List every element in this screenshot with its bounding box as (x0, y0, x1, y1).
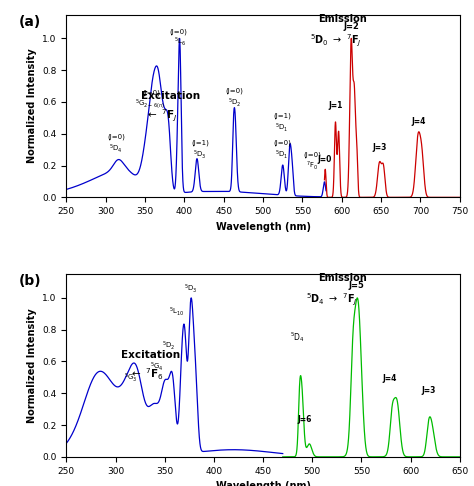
Text: (J=0): (J=0) (226, 87, 244, 94)
Text: Excitation: Excitation (121, 350, 181, 360)
Text: $^5$G$_3$: $^5$G$_3$ (125, 372, 138, 384)
Text: (a): (a) (19, 15, 41, 29)
Text: $^5$D$_2$: $^5$D$_2$ (228, 96, 241, 109)
Text: (J=0): (J=0) (107, 134, 125, 140)
Text: J=4: J=4 (411, 117, 425, 126)
Text: $^5$D$_3$: $^5$D$_3$ (193, 149, 207, 161)
Text: $^5$L$_6$: $^5$L$_6$ (173, 36, 186, 49)
Y-axis label: Normalized Intensity: Normalized Intensity (27, 49, 36, 163)
Text: J=3: J=3 (373, 143, 387, 152)
Text: $^5$D$_4$: $^5$D$_4$ (290, 330, 305, 345)
Text: (J=1): (J=1) (273, 113, 291, 120)
Text: Emission: Emission (318, 274, 367, 283)
Text: J=5: J=5 (348, 281, 365, 291)
Text: $^7$F$_0$: $^7$F$_0$ (306, 160, 318, 173)
Text: (J=0): (J=0) (142, 89, 160, 96)
Text: $^5$G$_{2-6(n)}$: $^5$G$_{2-6(n)}$ (135, 98, 164, 111)
Text: (J=0): (J=0) (303, 151, 321, 157)
Text: J=0: J=0 (317, 156, 332, 164)
Text: $^5$D$_0$ $\rightarrow$ $^7$F$_J$: $^5$D$_0$ $\rightarrow$ $^7$F$_J$ (310, 33, 362, 49)
X-axis label: Wavelength (nm): Wavelength (nm) (216, 222, 310, 232)
Text: J=3: J=3 (421, 386, 436, 395)
Text: (J=0): (J=0) (169, 29, 187, 35)
X-axis label: Wavelength (nm): Wavelength (nm) (216, 481, 310, 486)
Text: $\leftarrow$ $^7$F$_6$: $\leftarrow$ $^7$F$_6$ (129, 366, 164, 382)
Text: $^5$D$_1$: $^5$D$_1$ (275, 149, 289, 161)
Text: J=4: J=4 (383, 374, 397, 382)
Text: J=6: J=6 (297, 415, 311, 424)
Text: $^5$D$_1$: $^5$D$_1$ (275, 122, 289, 134)
Text: (J=0): (J=0) (273, 140, 291, 146)
Text: Emission: Emission (318, 14, 367, 24)
Text: $^5$G$_4$: $^5$G$_4$ (150, 361, 164, 373)
Text: $^5$D$_2$: $^5$D$_2$ (162, 340, 175, 352)
Y-axis label: Normalized Intensity: Normalized Intensity (27, 308, 36, 423)
Text: J=2: J=2 (343, 22, 359, 31)
Text: J=1: J=1 (328, 102, 343, 110)
Text: $^5$D$_3$: $^5$D$_3$ (183, 283, 197, 295)
Text: (J=1): (J=1) (191, 140, 209, 146)
Text: $^5$L$_{10}$: $^5$L$_{10}$ (169, 305, 184, 317)
Text: Excitation: Excitation (141, 91, 200, 101)
Text: (b): (b) (19, 274, 42, 288)
Text: $^5$D$_4$ $\rightarrow$ $^7$F$_J$: $^5$D$_4$ $\rightarrow$ $^7$F$_J$ (306, 292, 358, 308)
Text: $\leftarrow$ $^7$F$_J$: $\leftarrow$ $^7$F$_J$ (145, 107, 178, 123)
Text: $^5$D$_4$: $^5$D$_4$ (109, 142, 123, 155)
